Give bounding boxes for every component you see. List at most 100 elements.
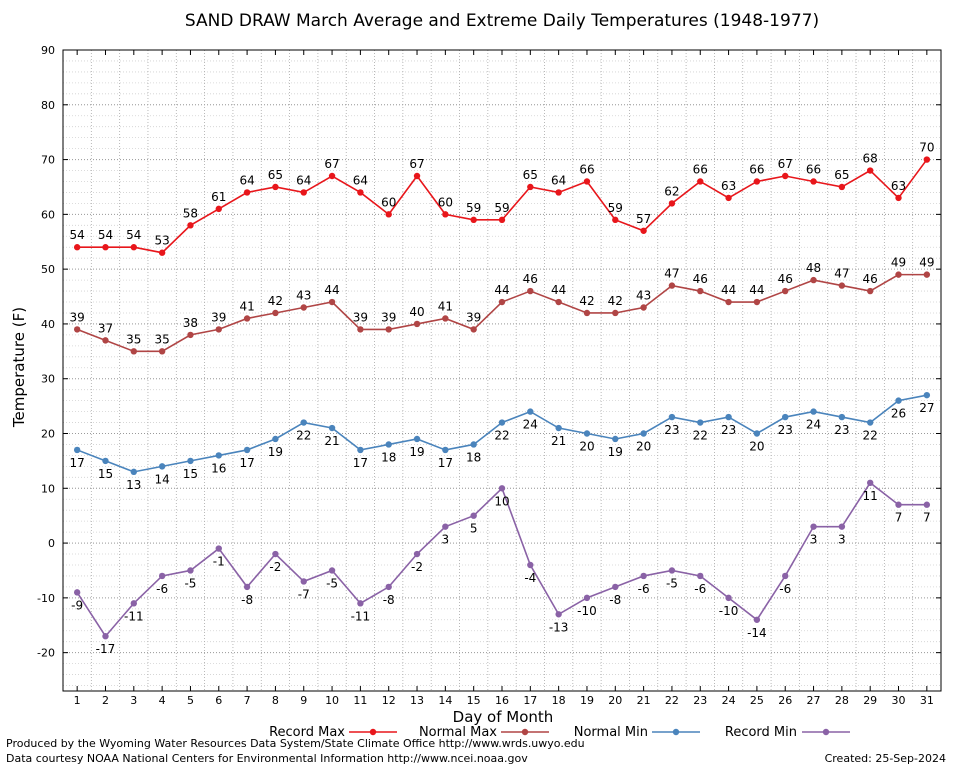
- record-min-data-label: -17: [96, 642, 116, 656]
- normal-max-point: [130, 348, 138, 355]
- y-tick-label: 40: [41, 318, 55, 331]
- record-min-data-label: -6: [694, 582, 706, 596]
- created-date: Created: 25-Sep-2024: [824, 752, 946, 765]
- normal-max-point: [725, 298, 732, 306]
- record-min-point: [272, 550, 279, 558]
- record-min-data-label: 5: [470, 522, 478, 536]
- normal-min-data-label: 15: [183, 467, 198, 481]
- x-tick-label: 6: [215, 694, 222, 707]
- x-tick-label: 20: [608, 694, 622, 707]
- record-max-point: [187, 222, 194, 229]
- record-max-data-label: 67: [778, 157, 793, 171]
- record-min-point: [158, 572, 166, 580]
- y-tick-label: 50: [41, 263, 55, 276]
- record-max-point: [158, 249, 166, 256]
- normal-min-data-label: 13: [126, 478, 141, 492]
- record-max-point: [782, 172, 789, 180]
- record-min-data-label: -7: [298, 587, 310, 601]
- normal-min-point: [725, 413, 732, 421]
- normal-min-data-label: 24: [523, 418, 538, 432]
- normal-min-point: [782, 413, 789, 421]
- x-tick-label: 23: [693, 694, 707, 707]
- record-max-point: [555, 189, 562, 196]
- record-max-data-label: 60: [381, 195, 396, 209]
- normal-min-data-label: 19: [409, 445, 424, 459]
- normal-max-point: [498, 298, 506, 306]
- normal-min-point: [73, 446, 81, 454]
- record-min-data-label: -11: [124, 609, 144, 623]
- normal-max-point: [73, 326, 81, 333]
- legend: Record Max Normal Max Normal Min Record Min: [269, 725, 850, 740]
- normal-max-point: [555, 298, 562, 306]
- normal-min-point: [612, 435, 619, 443]
- normal-min-data-label: 22: [863, 429, 878, 443]
- normal-max-data-label: 42: [608, 294, 623, 308]
- record-min-data-label: -4: [524, 571, 536, 585]
- record-max-point: [527, 183, 534, 191]
- record-max-data-label: 62: [664, 184, 679, 198]
- record-min-point: [782, 572, 789, 580]
- y-tick-label: 10: [41, 482, 55, 495]
- normal-max-point: [102, 337, 109, 344]
- record-min-data-label: -2: [411, 560, 423, 574]
- x-tick-label: 28: [835, 694, 849, 707]
- normal-max-data-label: 42: [268, 294, 283, 308]
- normal-min-data-label: 14: [154, 472, 169, 486]
- record-min-point: [866, 479, 874, 487]
- record-min-point: [838, 523, 846, 530]
- x-tick-label: 2: [102, 694, 109, 707]
- normal-min-data-label: 23: [721, 423, 736, 437]
- normal-min-data-label: 22: [494, 429, 509, 443]
- y-tick-label: 30: [41, 373, 55, 386]
- record-max-data-label: 57: [636, 212, 651, 226]
- record-max-data-label: 59: [494, 201, 509, 215]
- record-max-point: [640, 227, 647, 234]
- x-tick-label: 15: [467, 694, 481, 707]
- record-min-point: [357, 600, 364, 607]
- normal-min-data-label: 15: [98, 467, 113, 481]
- x-tick-label: 12: [382, 694, 396, 707]
- normal-max-point: [866, 287, 874, 295]
- plot-area: [63, 50, 941, 691]
- record-max-data-label: 59: [466, 201, 481, 215]
- normal-min-point: [810, 408, 817, 415]
- normal-max-data-label: 40: [409, 305, 424, 319]
- x-tick-label: 7: [244, 694, 251, 707]
- normal-min-point: [243, 446, 251, 454]
- record-min-point: [555, 611, 562, 618]
- normal-min-data-label: 17: [438, 456, 453, 470]
- record-min-point: [442, 523, 449, 530]
- record-min-data-label: -8: [609, 593, 621, 607]
- normal-max-data-label: 47: [664, 267, 679, 281]
- record-min-point: [328, 567, 336, 574]
- normal-min-data-label: 23: [664, 423, 679, 437]
- chart-title: SAND DRAW March Average and Extreme Dail…: [185, 11, 819, 31]
- record-max-point: [243, 189, 251, 196]
- record-min-data-label: -5: [666, 576, 678, 590]
- normal-min-point: [272, 435, 279, 443]
- record-min-point: [697, 572, 704, 580]
- record-min-point: [130, 600, 138, 607]
- normal-min-point: [838, 413, 846, 421]
- record-max-data-label: 59: [608, 201, 623, 215]
- legend-label-normal-min: Normal Min: [574, 725, 648, 740]
- normal-max-data-label: 35: [154, 332, 169, 346]
- normal-max-data-label: 49: [919, 256, 934, 270]
- normal-min-point: [583, 430, 591, 437]
- normal-min-data-label: 24: [806, 418, 821, 432]
- x-tick-label: 25: [750, 694, 764, 707]
- record-max-data-label: 64: [296, 173, 311, 187]
- normal-max-data-label: 44: [749, 283, 764, 297]
- normal-max-data-label: 39: [70, 310, 85, 324]
- x-tick-label: 16: [495, 694, 509, 707]
- y-axis-label: Temperature (F): [10, 307, 28, 428]
- x-tick-label: 1: [74, 694, 81, 707]
- normal-min-point: [527, 408, 534, 415]
- normal-min-point: [753, 430, 761, 437]
- record-min-data-label: -9: [71, 598, 83, 612]
- normal-max-data-label: 41: [239, 299, 254, 313]
- normal-min-point: [187, 457, 194, 465]
- y-tick-label: -20: [37, 647, 55, 660]
- normal-min-data-label: 19: [268, 445, 283, 459]
- normal-max-point: [442, 315, 449, 322]
